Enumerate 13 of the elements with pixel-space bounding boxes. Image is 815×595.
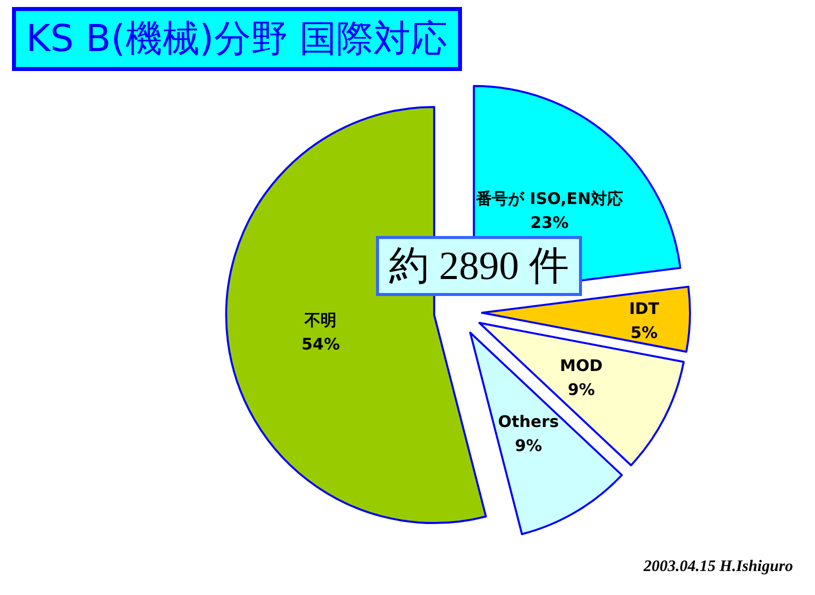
data-label: 5% [630, 322, 658, 342]
data-label: 23% [530, 213, 569, 232]
chart-title: KS B(機械)分野 国際対応 [12, 7, 462, 71]
data-label: 9% [568, 380, 595, 399]
slice-label: MOD [560, 356, 603, 375]
slice-label: IDT [629, 298, 660, 318]
slice-label: 番号が ISO,EN対応 [475, 189, 623, 208]
data-label: 9% [514, 436, 542, 456]
text: 2003.04.15 H.Ishiguro [644, 557, 793, 577]
data-label: 54% [302, 334, 340, 354]
slice-label: 不明 [304, 310, 337, 330]
slice-label: Others [498, 412, 559, 432]
text: 約 2890 件 [376, 236, 582, 296]
